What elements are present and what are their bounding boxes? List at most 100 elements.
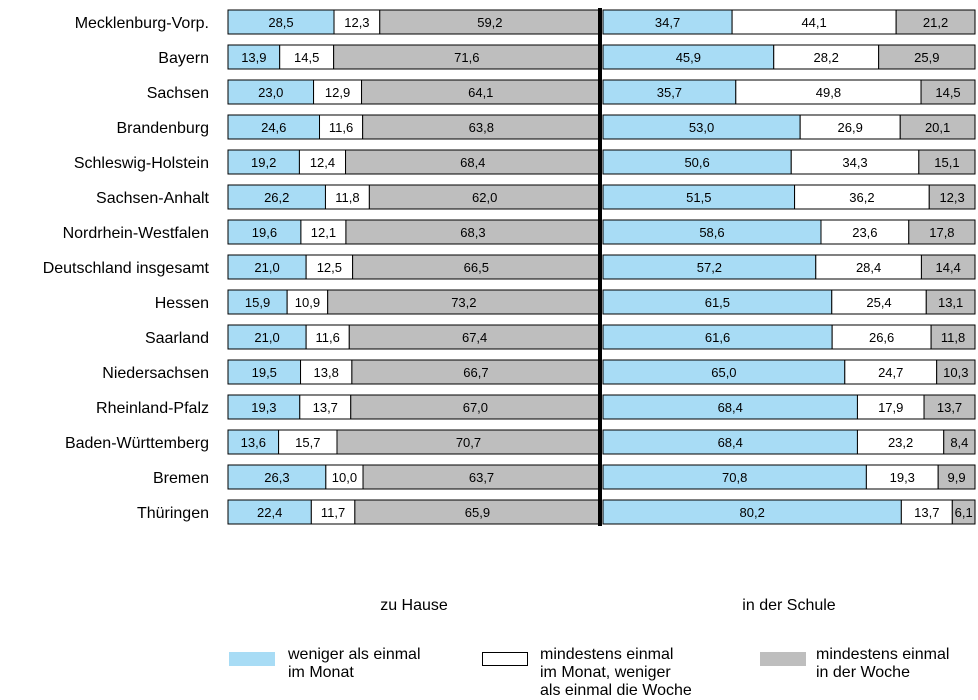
data-label: 23,2 — [888, 435, 913, 450]
bar-segment — [602, 499, 902, 525]
data-label: 24,7 — [878, 365, 903, 380]
data-label: 13,1 — [938, 295, 963, 310]
legend-label-monthly: mindestens einmal im Monat, weniger als … — [540, 646, 692, 699]
data-label: 26,6 — [869, 330, 894, 345]
bar-segment — [602, 184, 796, 210]
bar-segment — [286, 289, 329, 315]
bar-segment — [227, 499, 312, 525]
bar-segment — [936, 359, 976, 385]
category-label: Bremen — [153, 470, 209, 487]
data-label: 12,9 — [325, 85, 350, 100]
bar-segment — [333, 9, 381, 35]
data-label: 12,4 — [310, 155, 335, 170]
bar-segment — [319, 114, 364, 140]
data-label: 25,4 — [866, 295, 891, 310]
bar-segment — [920, 254, 976, 280]
data-label: 73,2 — [451, 295, 476, 310]
data-label: 66,5 — [464, 260, 489, 275]
data-label: 68,3 — [460, 225, 485, 240]
bar-segment — [794, 184, 930, 210]
category-label: Saarland — [145, 330, 209, 347]
data-label: 12,1 — [311, 225, 336, 240]
data-label: 14,5 — [294, 50, 319, 65]
data-label: 6,1 — [955, 505, 973, 520]
data-label: 21,0 — [254, 330, 279, 345]
data-label: 19,5 — [252, 365, 277, 380]
data-label: 68,4 — [718, 400, 743, 415]
data-label: 19,6 — [252, 225, 277, 240]
bar-segment — [602, 429, 858, 455]
bar-segment — [602, 254, 817, 280]
data-label: 13,7 — [937, 400, 962, 415]
category-label: Deutschland insgesamt — [43, 260, 210, 277]
data-label: 62,0 — [472, 190, 497, 205]
data-label: 70,7 — [456, 435, 481, 450]
data-label: 28,5 — [268, 15, 293, 30]
bar-segment — [790, 149, 920, 175]
data-label: 15,9 — [245, 295, 270, 310]
data-label: 11,8 — [335, 190, 359, 205]
bar-segment — [227, 394, 301, 420]
data-label: 51,5 — [686, 190, 711, 205]
data-label: 65,0 — [711, 365, 736, 380]
bar-segment — [602, 114, 801, 140]
data-label: 35,7 — [657, 85, 682, 100]
data-label: 49,8 — [816, 85, 841, 100]
data-label: 66,7 — [463, 365, 488, 380]
data-label: 71,6 — [454, 50, 479, 65]
data-label: 21,2 — [923, 15, 948, 30]
data-label: 11,7 — [321, 505, 345, 520]
bar-segment — [336, 429, 601, 455]
category-label: Nordrhein-Westfalen — [63, 225, 209, 242]
bar-segment — [878, 44, 976, 70]
data-label: 10,0 — [332, 470, 357, 485]
data-label: 57,2 — [697, 260, 722, 275]
bar-segment — [354, 499, 601, 525]
bar-segment — [799, 114, 901, 140]
data-label: 14,4 — [936, 260, 961, 275]
data-label: 11,8 — [941, 330, 965, 345]
category-label: Sachsen-Anhalt — [96, 190, 210, 207]
bar-segment — [227, 324, 307, 350]
bar-segment — [333, 44, 601, 70]
bar-segment — [928, 184, 976, 210]
bar-segment — [918, 149, 976, 175]
category-label: Sachsen — [147, 85, 209, 102]
data-label: 65,9 — [465, 505, 490, 520]
data-label: 58,6 — [699, 225, 724, 240]
data-label: 26,2 — [264, 190, 289, 205]
bar-segment — [602, 44, 775, 70]
data-label: 64,1 — [468, 85, 493, 100]
data-label: 17,9 — [878, 400, 903, 415]
data-label: 59,2 — [477, 15, 502, 30]
data-label: 63,8 — [469, 120, 494, 135]
bar-segment — [930, 324, 976, 350]
category-label: Mecklenburg-Vorp. — [75, 15, 209, 32]
bar-segment — [348, 324, 601, 350]
data-label: 11,6 — [316, 330, 340, 345]
bar-segment — [227, 359, 302, 385]
data-label: 24,6 — [261, 120, 286, 135]
legend-swatch-less-than-monthly — [229, 652, 275, 666]
bar-segment — [731, 9, 897, 35]
bar-segment — [602, 464, 867, 490]
data-label: 14,5 — [935, 85, 960, 100]
panel-title-home: zu Hause — [380, 597, 448, 614]
data-label: 13,8 — [314, 365, 339, 380]
bar-segment — [602, 79, 737, 105]
bar-segment — [925, 289, 976, 315]
data-label: 10,3 — [943, 365, 968, 380]
bar-segment — [602, 359, 846, 385]
data-label: 28,4 — [856, 260, 881, 275]
data-label: 13,9 — [241, 50, 266, 65]
bar-segment — [227, 429, 280, 455]
category-label: Thüringen — [137, 505, 209, 522]
data-label: 20,1 — [925, 120, 950, 135]
bar-segment — [345, 219, 601, 245]
data-label: 63,7 — [469, 470, 494, 485]
bar-segment — [227, 289, 288, 315]
data-label: 13,6 — [241, 435, 266, 450]
bar-segment — [227, 44, 281, 70]
bar-segment — [227, 219, 302, 245]
bar-segment — [300, 359, 353, 385]
